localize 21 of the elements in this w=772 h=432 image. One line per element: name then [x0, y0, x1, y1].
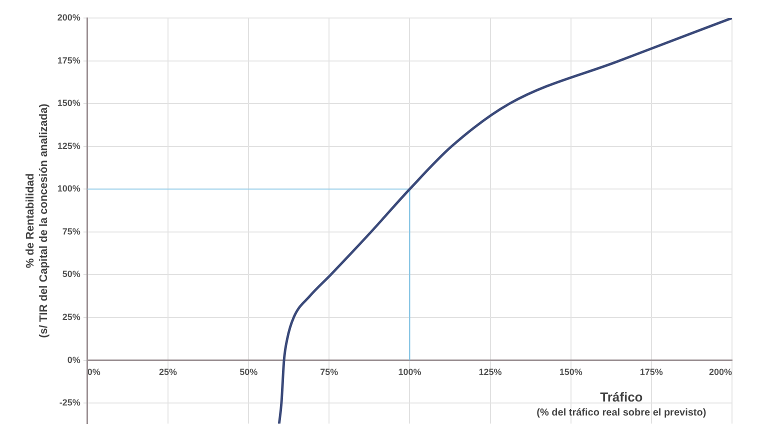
- y-tick-label: 50%: [62, 269, 80, 280]
- x-tick-label: 125%: [478, 367, 502, 378]
- y-tick-label: 100%: [57, 184, 80, 194]
- y-tick-label: 200%: [57, 12, 80, 22]
- y-tick-label: 150%: [57, 98, 80, 108]
- x-tick-label: 0%: [87, 367, 100, 378]
- x-tick-label: 100%: [398, 367, 422, 378]
- y-tick-label: 0%: [67, 354, 80, 365]
- y-tick-label: 125%: [57, 140, 80, 151]
- y-tick-label: 75%: [62, 226, 80, 236]
- y-tick-label: 25%: [62, 312, 80, 322]
- x-tick-label: 150%: [559, 367, 582, 378]
- x-tick-label: 50%: [240, 367, 258, 378]
- x-tick-label: 75%: [320, 367, 338, 378]
- x-axis-title: Tráfico (% del tráfico real sobre el previsto): [536, 390, 706, 419]
- x-tick-label: 25%: [158, 367, 177, 378]
- y-axis-title: % de Rentabilidad (s/ TIR del Capital de la concesión analizada): [24, 103, 50, 338]
- x-tick-label: 175%: [640, 367, 663, 378]
- y-tick-label: 175%: [57, 55, 80, 66]
- y-tick-label: -25%: [59, 398, 80, 408]
- x-tick-label: 200%: [708, 367, 732, 378]
